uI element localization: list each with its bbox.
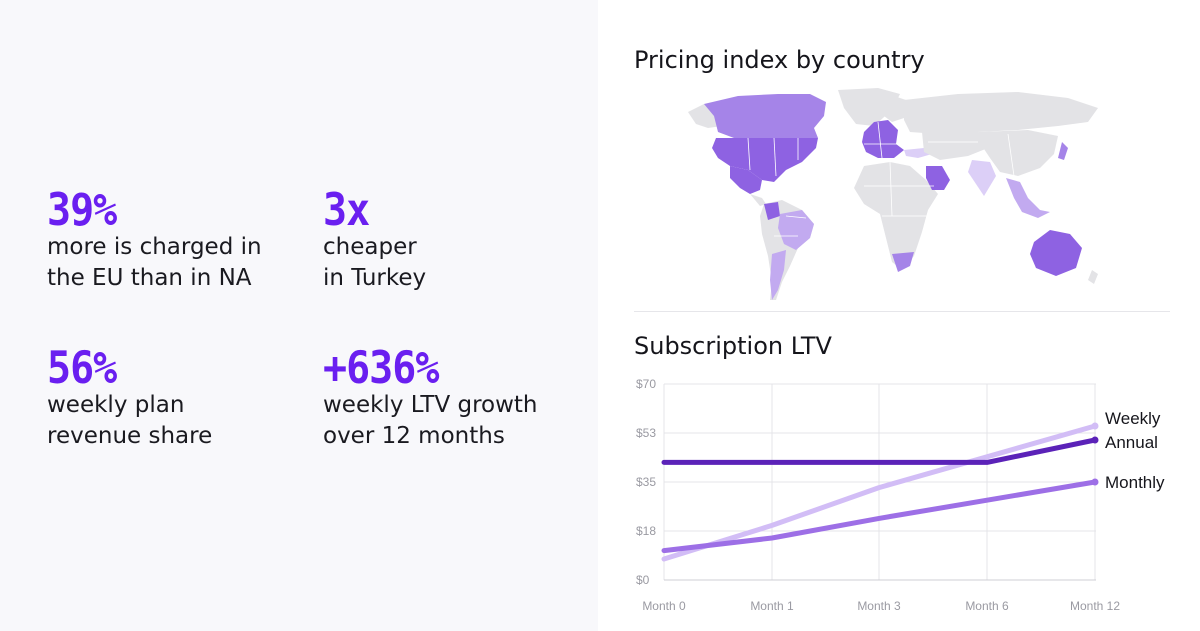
map-region-mexico bbox=[730, 166, 762, 194]
stats-panel: 39% more is charged in the EU than in NA… bbox=[0, 0, 598, 631]
y-tick-label: $35 bbox=[636, 475, 656, 489]
stat-caption-line: over 12 months bbox=[323, 423, 505, 449]
map-region-south-africa bbox=[892, 252, 914, 272]
x-tick-label: Month 6 bbox=[965, 599, 1009, 613]
ltv-chart: Month 0 Month 1 Month 3 Month 6 Month 12 $0 $1… bbox=[636, 377, 1165, 613]
stat-caption-line: in Turkey bbox=[323, 265, 427, 291]
map-region-australia bbox=[1030, 230, 1082, 276]
map-region-argentina bbox=[770, 250, 786, 300]
map-region-colombia bbox=[764, 202, 780, 220]
y-tick-label: $0 bbox=[636, 573, 650, 587]
section-divider bbox=[634, 311, 1170, 312]
stat-weekly-ltv-growth: +636% weekly LTV growth over 12 months bbox=[323, 344, 538, 452]
stat-caption-line: revenue share bbox=[47, 423, 213, 449]
stat-caption-line: cheaper bbox=[323, 234, 417, 260]
y-tick-label: $70 bbox=[636, 377, 656, 391]
stat-value: +636% bbox=[323, 342, 439, 395]
charts-panel: Pricing index by country bbox=[598, 0, 1200, 631]
map-title: Pricing index by country bbox=[634, 46, 925, 74]
x-tick-label: Month 12 bbox=[1070, 599, 1120, 613]
map-region-new-zealand bbox=[1088, 270, 1098, 284]
stat-value: 39% bbox=[47, 184, 117, 237]
x-tick-label: Month 0 bbox=[642, 599, 686, 613]
series-end-point bbox=[1091, 422, 1099, 430]
series-label-monthly: Monthly bbox=[1105, 473, 1165, 492]
map-region-saudi-arabia bbox=[926, 166, 950, 190]
map-region-southeast-asia bbox=[1006, 178, 1050, 218]
stat-caption-line: the EU than in NA bbox=[47, 265, 252, 291]
x-tick-label: Month 3 bbox=[857, 599, 901, 613]
map-region-usa bbox=[712, 138, 818, 182]
world-map bbox=[688, 88, 1098, 300]
map-region-canada bbox=[704, 94, 826, 140]
series-label-annual: Annual bbox=[1105, 433, 1158, 452]
stat-caption-line: more is charged in bbox=[47, 234, 262, 260]
map-region-japan bbox=[1058, 142, 1068, 160]
series-line-monthly bbox=[661, 479, 1098, 554]
map-region-central-america bbox=[750, 194, 766, 206]
x-tick-label: Month 1 bbox=[750, 599, 794, 613]
map-region-russia bbox=[904, 92, 1098, 134]
y-tick-label: $18 bbox=[636, 524, 656, 538]
stat-value: 56% bbox=[47, 342, 117, 395]
map-region-india bbox=[968, 160, 996, 196]
map-region-greenland bbox=[838, 88, 900, 126]
series-line-annual bbox=[661, 437, 1098, 465]
stat-turkey-cheaper: 3x cheaper in Turkey bbox=[323, 186, 426, 294]
series-label-weekly: Weekly bbox=[1105, 409, 1161, 428]
y-tick-label: $53 bbox=[636, 426, 656, 440]
map-region-europe bbox=[862, 120, 904, 158]
map-region-brazil bbox=[778, 210, 814, 250]
map-region-scandinavia bbox=[882, 96, 906, 122]
stat-weekly-share: 56% weekly plan revenue share bbox=[47, 344, 212, 452]
stat-value: 3x bbox=[323, 184, 370, 237]
series-end-point bbox=[1091, 478, 1099, 486]
stat-caption-line: weekly LTV growth bbox=[323, 392, 538, 418]
series-line-weekly bbox=[661, 423, 1098, 562]
series-end-point bbox=[1091, 436, 1099, 444]
stat-eu-markup: 39% more is charged in the EU than in NA bbox=[47, 186, 262, 294]
map-region-east-asia bbox=[978, 130, 1058, 176]
ltv-chart-title: Subscription LTV bbox=[634, 332, 832, 360]
map-region-central-asia bbox=[922, 132, 988, 160]
stat-caption-line: weekly plan bbox=[47, 392, 185, 418]
